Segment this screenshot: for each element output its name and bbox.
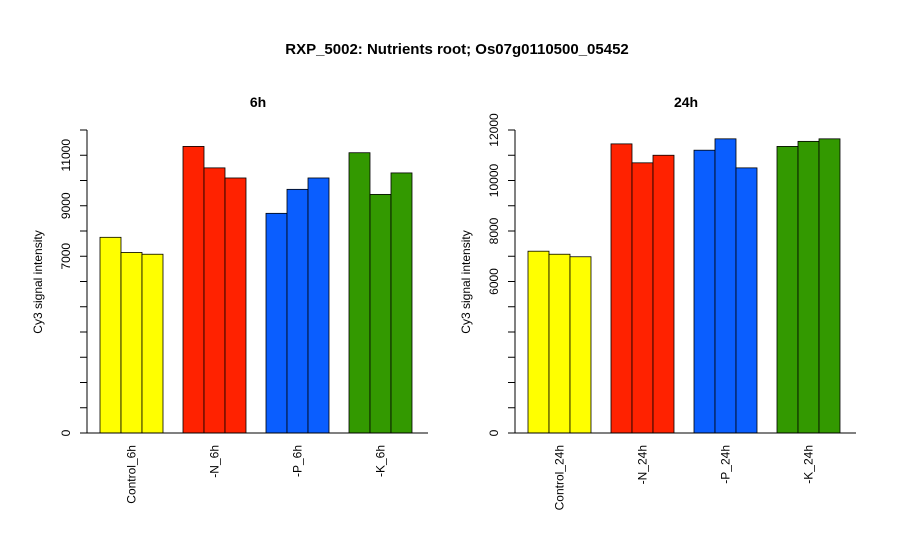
x-tick-label: Control_24h — [553, 445, 567, 510]
panel-6h: 6h Cy3 signal intensity 0 7000 9000 11000 C… — [31, 94, 428, 504]
bar-Control_24h-1 — [527, 250, 550, 434]
bar--N_24h-2 — [631, 162, 654, 434]
bar--K_24h-2 — [797, 140, 820, 434]
bar--K_6h-1 — [348, 152, 371, 434]
bar--N_6h-1 — [182, 146, 205, 434]
y-tick-label: 12000 — [487, 113, 501, 147]
y-tick-label: 0 — [487, 429, 501, 436]
y-tick-label: 11000 — [59, 139, 73, 172]
bar--K_6h-3 — [390, 172, 413, 434]
bar--N_24h-1 — [610, 143, 633, 434]
bar--P_24h-1 — [693, 149, 716, 434]
x-axis-labels: Control_24h -N_24h -P_24h -K_24h — [553, 445, 816, 510]
x-tick-label: Control_6h — [125, 445, 139, 504]
y-axis-title: Cy3 signal intensity — [459, 230, 473, 333]
x-tick-label: -P_24h — [719, 445, 733, 484]
x-tick-label: -N_6h — [208, 445, 222, 478]
bar--N_6h-2 — [203, 167, 226, 434]
bar--P_6h-1 — [265, 212, 288, 434]
panel-title: 24h — [674, 94, 698, 110]
x-tick-label: -K_24h — [802, 445, 816, 484]
bar-Control_24h-3 — [569, 256, 592, 434]
bar--P_24h-2 — [714, 138, 737, 434]
y-tick-label: 10000 — [487, 163, 501, 197]
bar--N_24h-3 — [652, 154, 675, 434]
y-axis-title: Cy3 signal intensity — [31, 230, 45, 333]
x-axis-labels: Control_6h -N_6h -P_6h -K_6h — [125, 445, 388, 504]
bars — [99, 146, 413, 434]
bar--N_6h-3 — [224, 177, 247, 434]
y-tick-label: 9000 — [59, 192, 73, 219]
x-tick-label: -N_24h — [636, 445, 650, 484]
bars — [527, 138, 841, 434]
bar--P_6h-2 — [286, 188, 309, 434]
panel-24h: 24h Cy3 signal intensity 0 6000 8000 10000 1… — [459, 94, 856, 510]
y-tick-label: 8000 — [487, 217, 501, 244]
bar--K_24h-3 — [818, 138, 841, 434]
panel-title: 6h — [250, 94, 266, 110]
y-tick-label: 7000 — [59, 243, 73, 270]
bar-Control_6h-3 — [141, 253, 164, 434]
y-tick-label: 6000 — [487, 268, 501, 295]
bar--P_24h-3 — [735, 167, 758, 434]
y-axis: 0 6000 8000 10000 12000 — [487, 113, 856, 436]
bar-Control_24h-2 — [548, 253, 571, 434]
y-tick-label: 0 — [59, 429, 73, 436]
y-axis: 0 7000 9000 11000 — [59, 129, 428, 436]
bar--K_24h-1 — [776, 146, 799, 434]
x-tick-label: -K_6h — [374, 445, 388, 477]
bar-Control_6h-1 — [99, 236, 122, 434]
x-tick-label: -P_6h — [291, 445, 305, 477]
bar-Control_6h-2 — [120, 252, 143, 434]
bar--K_6h-2 — [369, 193, 392, 434]
figure-title: RXP_5002: Nutrients root; Os07g0110500_0… — [285, 41, 629, 58]
bar--P_6h-3 — [307, 177, 330, 434]
